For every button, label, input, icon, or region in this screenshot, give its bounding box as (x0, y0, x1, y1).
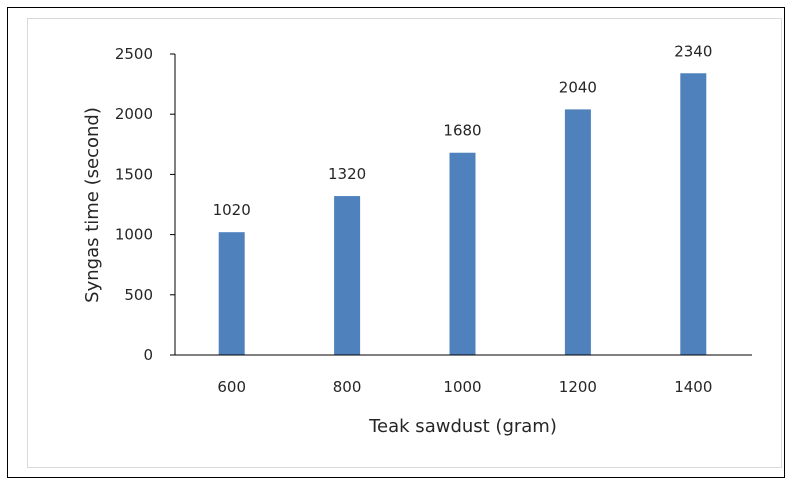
y-tick-label: 500 (124, 286, 153, 304)
chart-area (27, 18, 782, 468)
bar (334, 196, 361, 355)
y-tick-label: 2500 (115, 45, 153, 63)
bar (218, 232, 245, 355)
x-tick-label: 1000 (443, 378, 481, 396)
data-label: 2040 (559, 78, 597, 96)
bar (449, 152, 476, 355)
data-label: 1680 (443, 122, 481, 140)
bar-series (218, 73, 707, 355)
bar (564, 109, 591, 355)
data-label: 1020 (213, 201, 251, 219)
x-tick-label: 800 (333, 378, 362, 396)
y-tick-label: 1500 (115, 165, 153, 183)
y-axis-title: Syngas time (second) (82, 107, 103, 303)
x-axis-ticks: 600 800 1000 1200 1400 (217, 378, 712, 396)
x-tick-label: 1200 (559, 378, 597, 396)
bar (680, 73, 707, 355)
data-label: 1320 (328, 165, 366, 183)
data-label: 2340 (674, 42, 712, 60)
x-tick-label: 600 (217, 378, 246, 396)
y-tick-label: 1000 (115, 226, 153, 244)
x-axis-title: Teak sawdust (gram) (368, 416, 557, 437)
y-tick-label: 0 (143, 346, 153, 364)
x-tick-label: 1400 (674, 378, 712, 396)
y-tick-label: 2000 (115, 105, 153, 123)
data-labels: 1020 1320 1680 2040 2340 (213, 42, 713, 219)
y-axis-ticks: 0 500 1000 1500 2000 2500 (115, 45, 175, 364)
